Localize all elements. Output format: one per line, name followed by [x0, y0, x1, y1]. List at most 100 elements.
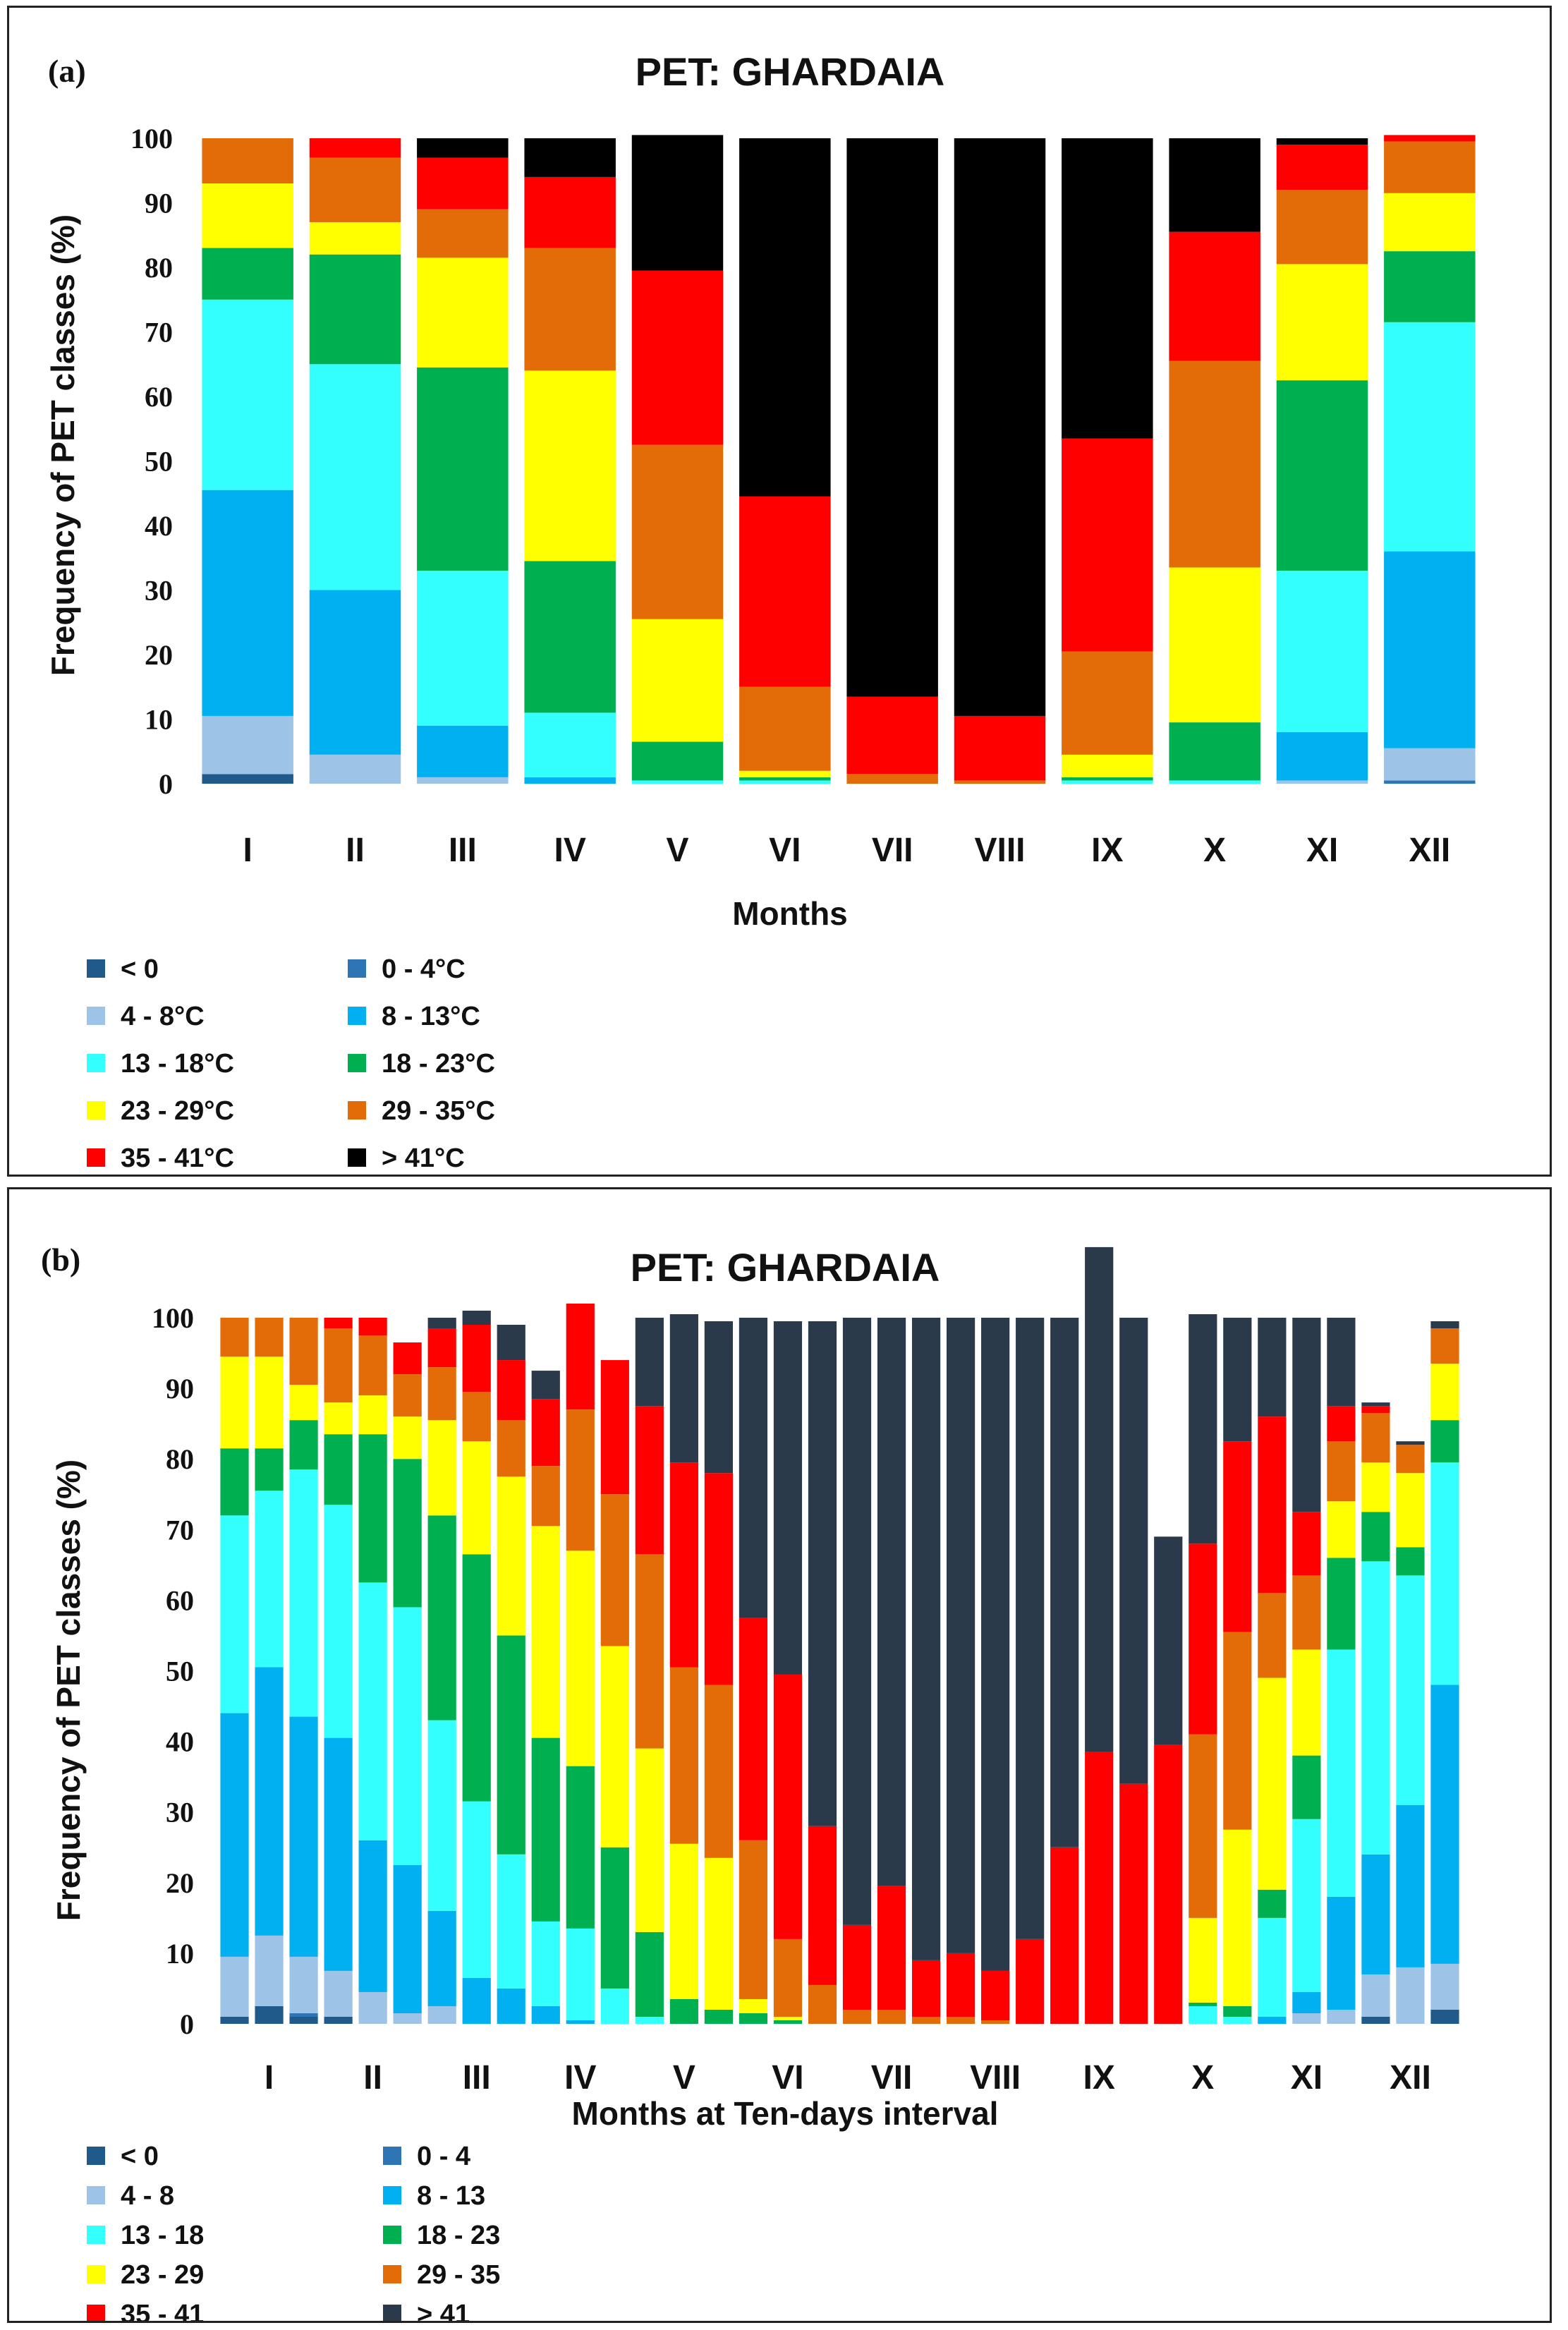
x-tick-label: VIII	[970, 2059, 1021, 2097]
legend-label: 13 - 18°C	[121, 1049, 234, 1079]
chart-a-svg: (a) PET: GHARDAIA Frequency of PET class…	[44, 49, 1476, 1173]
bar-segment	[635, 1318, 664, 1407]
bar-segment	[1169, 138, 1260, 232]
y-tick-label: 60	[145, 381, 173, 413]
bar-stack	[911, 1318, 941, 2024]
y-tick-label: 50	[145, 446, 173, 478]
bar-segment	[524, 248, 616, 371]
legend-item: 13 - 18°C	[87, 1049, 234, 1079]
bar-segment	[531, 1466, 560, 1527]
bar-segment	[631, 780, 724, 784]
bar-segment	[358, 1434, 387, 1583]
bar-segment	[1223, 2006, 1252, 2017]
bar-segment	[1258, 1677, 1287, 1890]
bar-segment	[462, 1801, 491, 1978]
legend-label: 0 - 4°C	[382, 954, 466, 984]
y-tick-label: 40	[166, 1726, 194, 1758]
bar-segment	[1223, 1829, 1252, 2006]
legend-label: 13 - 18	[121, 2221, 204, 2250]
bar-stack	[417, 138, 509, 784]
bar-segment	[954, 138, 1046, 716]
y-tick-label: 80	[145, 252, 173, 284]
bar-stack	[1396, 1441, 1425, 2024]
legend-item: 4 - 8	[87, 2181, 174, 2211]
bar-segment	[1327, 1649, 1356, 1897]
bar-segment	[1292, 1991, 1321, 2013]
bar-segment	[524, 561, 616, 713]
bar-segment	[524, 712, 616, 777]
bar-stack	[1062, 138, 1153, 784]
bar-segment	[631, 444, 724, 619]
bar-stack	[1430, 1321, 1459, 2024]
x-tick-label: I	[265, 2059, 274, 2097]
bar-stack	[877, 1318, 906, 2024]
bar-segment	[1430, 1364, 1459, 1421]
x-tick-label: VI	[772, 2059, 803, 2097]
legend-label: 35 - 41°C	[121, 1143, 234, 1173]
bar-segment	[911, 1960, 941, 2017]
bar-segment	[1119, 1318, 1148, 1784]
legend-item: 29 - 35	[383, 2260, 500, 2290]
bar-segment	[1189, 2002, 1217, 2006]
bar-segment	[1396, 1575, 1425, 1805]
bar-segment	[1292, 1575, 1321, 1650]
legend-label: 18 - 23°C	[382, 1049, 495, 1079]
bar-segment	[393, 2013, 422, 2024]
legend-label: 4 - 8°C	[121, 1002, 205, 1031]
bar-stack	[739, 138, 831, 784]
bar-segment	[1223, 1441, 1252, 1632]
bar-stack	[427, 1318, 456, 2024]
bar-segment	[427, 1720, 456, 1911]
bar-segment	[1189, 1917, 1217, 2003]
bar-segment	[842, 1318, 872, 1925]
bar-segment	[1292, 1649, 1321, 1756]
bar-segment	[393, 1459, 422, 1608]
bar-segment	[842, 2009, 872, 2024]
bar-segment	[417, 777, 509, 784]
bar-segment	[1189, 1543, 1217, 1735]
bar-segment	[1361, 1406, 1390, 1414]
bar-segment	[1276, 138, 1368, 145]
bar-segment	[309, 222, 401, 255]
bar-segment	[1276, 571, 1368, 732]
bar-segment	[981, 1970, 1010, 2020]
legend-item: > 41	[383, 2300, 470, 2321]
legend-label: 8 - 13°C	[382, 1002, 480, 1031]
bar-segment	[808, 1984, 837, 2024]
legend-item: 35 - 41°C	[87, 1143, 234, 1173]
y-tick-label: 100	[130, 123, 173, 154]
bar-segment	[289, 2013, 318, 2017]
bar-segment	[877, 1886, 906, 2010]
legend-swatch	[383, 2147, 401, 2165]
bar-segment	[289, 1420, 318, 1470]
bar-segment	[427, 1515, 456, 1721]
bar-segment	[600, 1988, 629, 2024]
chart-b-title: PET: GHARDAIA	[631, 1245, 940, 1290]
bar-segment	[202, 774, 293, 784]
bar-segment	[631, 741, 724, 781]
bar-segment	[202, 248, 293, 300]
bar-stack	[393, 1342, 422, 2024]
bar-segment	[669, 1667, 698, 1844]
legend-label: > 41°C	[382, 1143, 465, 1173]
bar-segment	[704, 2009, 734, 2024]
bar-segment	[497, 1635, 525, 1855]
legend-item: > 41°C	[348, 1143, 465, 1173]
bar-stack	[669, 1313, 698, 2024]
bar-segment	[358, 1840, 387, 1992]
legend-label: 35 - 41	[121, 2300, 204, 2321]
y-tick-label: 30	[166, 1797, 194, 1828]
bar-segment	[427, 2006, 456, 2024]
bar-stack	[846, 138, 938, 784]
bar-segment	[1050, 1318, 1079, 1847]
bar-segment	[946, 1318, 976, 1953]
legend-item: < 0	[87, 2142, 159, 2171]
bar-stack	[631, 135, 724, 784]
bar-segment	[462, 1977, 491, 2024]
bar-segment	[531, 1526, 560, 1738]
bar-segment	[877, 2009, 906, 2024]
bar-stack	[704, 1321, 734, 2024]
bar-segment	[1016, 1938, 1045, 2024]
bar-segment	[1430, 1321, 1459, 1329]
bar-stack	[358, 1318, 387, 2024]
